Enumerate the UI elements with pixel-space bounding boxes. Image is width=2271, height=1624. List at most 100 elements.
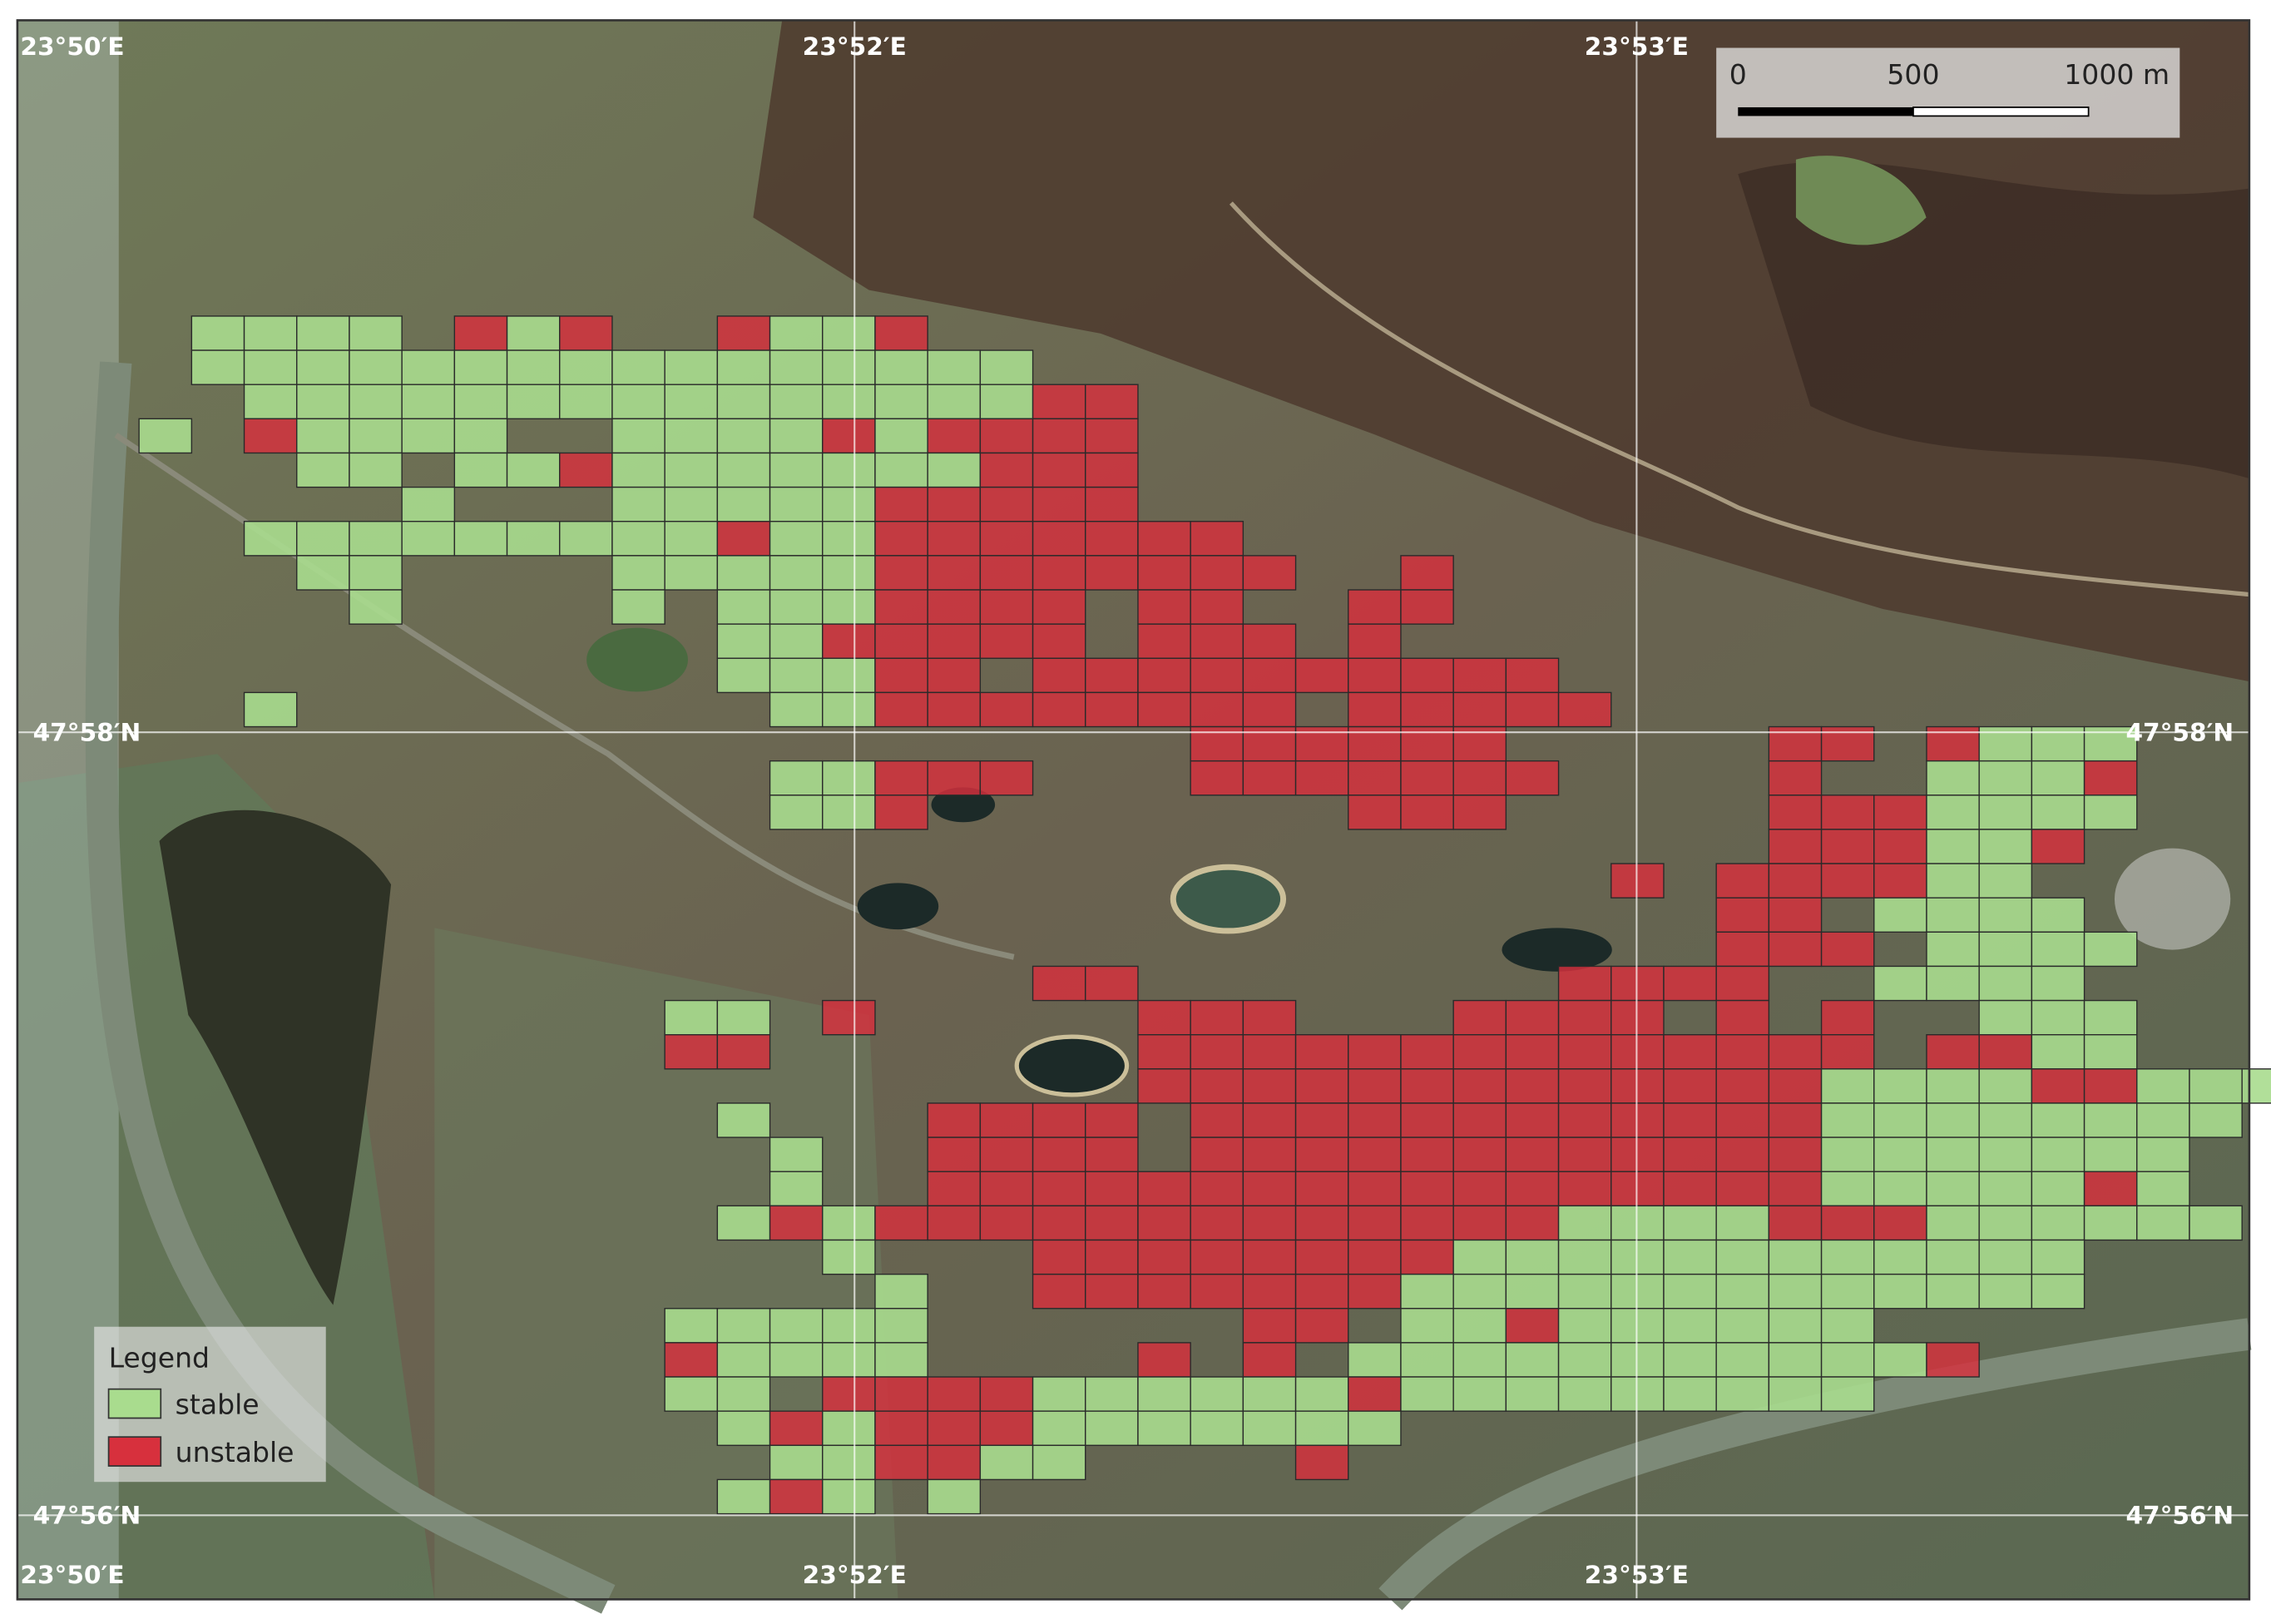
stable-cell bbox=[1663, 1273, 1717, 1310]
stable-cell bbox=[1557, 1342, 1612, 1378]
legend-swatch bbox=[107, 1388, 162, 1419]
unstable-cell bbox=[1663, 1102, 1717, 1138]
stable-cell bbox=[506, 384, 561, 420]
unstable-cell bbox=[1400, 1205, 1454, 1241]
lat-label: 47°56′N bbox=[33, 1502, 141, 1530]
stable-cell bbox=[1663, 1239, 1717, 1275]
unstable-cell bbox=[1032, 1136, 1086, 1172]
stable-cell bbox=[874, 418, 928, 454]
pond bbox=[1170, 864, 1287, 934]
scale-label: 500 bbox=[1887, 58, 1939, 91]
stable-cell bbox=[822, 521, 876, 557]
stable-cell bbox=[2031, 1136, 2085, 1172]
unstable-cell bbox=[1137, 589, 1191, 625]
stable-cell bbox=[506, 452, 561, 488]
stable-cell bbox=[1348, 1410, 1402, 1446]
unstable-cell bbox=[1242, 1136, 1297, 1172]
coordinate-labels: 23°50′E 23°52′E 23°53′E 23°50′E 23°52′E … bbox=[20, 32, 2234, 1589]
unstable-cell bbox=[1085, 1136, 1139, 1172]
unstable-cell bbox=[1557, 691, 1612, 728]
stable-cell bbox=[1242, 1376, 1297, 1412]
stable-cell bbox=[138, 418, 193, 454]
stable-cell bbox=[874, 1308, 928, 1344]
stable-cell bbox=[1873, 1239, 1927, 1275]
legend-label: unstable bbox=[176, 1436, 294, 1468]
stable-cell bbox=[874, 349, 928, 385]
unstable-cell bbox=[1820, 1205, 1875, 1241]
stable-cell bbox=[822, 657, 876, 694]
lon-label: 23°50′E bbox=[20, 1561, 124, 1589]
lon-label: 23°52′E bbox=[803, 1561, 907, 1589]
unstable-cell bbox=[1663, 1171, 1717, 1207]
unstable-cell bbox=[1190, 521, 1244, 557]
stable-cell bbox=[2136, 1171, 2190, 1207]
stable-cell bbox=[822, 1308, 876, 1344]
stable-cell bbox=[664, 1308, 719, 1344]
stable-cell bbox=[822, 1444, 876, 1481]
unstable-cell bbox=[1348, 1239, 1402, 1275]
unstable-cell bbox=[874, 1410, 928, 1446]
unstable-cell bbox=[1242, 1102, 1297, 1138]
stable-cell bbox=[664, 452, 719, 488]
stable-cell bbox=[1820, 1273, 1875, 1310]
stable-cell bbox=[1557, 1376, 1612, 1412]
stable-cell bbox=[1978, 1136, 2033, 1172]
unstable-cell bbox=[1820, 863, 1875, 899]
unstable-cell bbox=[1242, 1342, 1297, 1378]
stable-cell bbox=[2083, 999, 2138, 1036]
pond bbox=[931, 787, 996, 823]
unstable-cell bbox=[1032, 384, 1086, 420]
stable-cell bbox=[1190, 1410, 1244, 1446]
unstable-cell bbox=[1242, 1068, 1297, 1104]
stable-cell bbox=[2136, 1068, 2190, 1104]
unstable-cell bbox=[1137, 1273, 1191, 1310]
unstable-cell bbox=[979, 623, 1034, 659]
stable-cell bbox=[1978, 897, 2033, 933]
stable-cell bbox=[769, 1136, 824, 1172]
stable-cell bbox=[822, 1205, 876, 1241]
unstable-cell bbox=[927, 623, 982, 659]
pond bbox=[1014, 1034, 1130, 1097]
stable-cell bbox=[2031, 965, 2085, 1002]
unstable-cell bbox=[1452, 1171, 1507, 1207]
stable-cell bbox=[1978, 829, 2033, 864]
stable-cell bbox=[1926, 897, 1980, 933]
unstable-cell bbox=[1032, 589, 1086, 625]
stable-cell bbox=[2031, 795, 2085, 830]
stable-cell bbox=[664, 1376, 719, 1412]
unstable-cell bbox=[1032, 486, 1086, 522]
unstable-cell bbox=[1085, 384, 1139, 420]
stable-cell bbox=[243, 315, 298, 351]
stable-cell bbox=[401, 418, 456, 454]
stable-cell bbox=[611, 486, 665, 522]
stable-cell bbox=[349, 589, 403, 625]
stable-cell bbox=[769, 589, 824, 625]
unstable-cell bbox=[1715, 931, 1770, 968]
unstable-cell bbox=[1294, 1444, 1349, 1481]
unstable-cell bbox=[927, 760, 982, 796]
unstable-cell bbox=[1242, 1273, 1297, 1310]
unstable-cell bbox=[1768, 897, 1823, 933]
unstable-cell bbox=[1873, 795, 1927, 830]
stable-cell bbox=[1452, 1342, 1507, 1378]
unstable-cell bbox=[1190, 1239, 1244, 1275]
stable-cell bbox=[769, 795, 824, 830]
stable-cell bbox=[296, 384, 350, 420]
stable-cell bbox=[769, 521, 824, 557]
scale-box bbox=[1716, 47, 2180, 138]
unstable-cell bbox=[979, 1102, 1034, 1138]
stable-cell bbox=[349, 521, 403, 557]
unstable-cell bbox=[664, 1342, 719, 1378]
stable-cell bbox=[243, 691, 298, 728]
unstable-cell bbox=[1242, 1034, 1297, 1070]
stable-cell bbox=[769, 418, 824, 454]
unstable-cell bbox=[1242, 691, 1297, 728]
stable-cell bbox=[769, 657, 824, 694]
stable-cell bbox=[1978, 999, 2033, 1036]
unstable-cell bbox=[874, 521, 928, 557]
stable-cell bbox=[1137, 1410, 1191, 1446]
pond bbox=[586, 627, 689, 692]
stable-cell bbox=[1294, 1410, 1349, 1446]
unstable-cell bbox=[927, 486, 982, 522]
